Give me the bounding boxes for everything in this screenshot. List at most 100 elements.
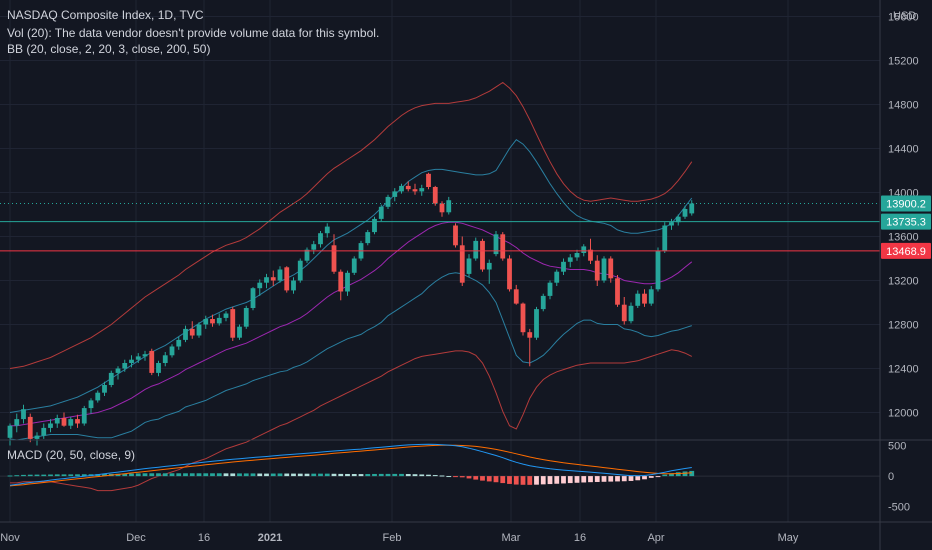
macd-histogram-bar <box>21 474 26 477</box>
macd-histogram-bar <box>527 476 533 485</box>
macd-histogram-bar <box>439 475 445 477</box>
macd-histogram-bar <box>675 472 681 477</box>
candle-body <box>540 295 546 310</box>
macd-histogram-bar <box>554 476 560 484</box>
macd-histogram-bar <box>426 474 431 477</box>
macd-histogram-bar <box>264 473 269 477</box>
candle-body <box>642 293 647 304</box>
macd-histogram-bar <box>648 476 654 478</box>
macd-histogram-bar <box>250 473 256 477</box>
candle-body <box>291 280 296 291</box>
macd-histogram-bar <box>594 476 600 482</box>
price-label-box <box>881 242 931 259</box>
candle-body <box>203 319 209 325</box>
chart-title[interactable]: NASDAQ Composite Index, 1D, TVC <box>7 8 204 22</box>
macd-histogram-bar <box>365 474 371 477</box>
candle-body <box>284 267 290 291</box>
candle-body <box>196 324 202 336</box>
macd-histogram-bar <box>412 474 418 477</box>
macd-histogram-bar <box>513 476 519 485</box>
time-tick-label: Mar <box>502 532 521 544</box>
price-tick-label: 13200 <box>888 276 919 288</box>
macd-tick-label: 500 <box>888 441 906 453</box>
time-tick-label: 2021 <box>258 532 282 544</box>
macd-histogram-bar <box>216 473 222 477</box>
macd-histogram-bar <box>669 473 674 477</box>
candle-body <box>351 258 357 273</box>
candle-body <box>439 203 445 213</box>
candle-body <box>473 240 479 259</box>
candle-body <box>547 282 553 296</box>
candle-body <box>655 250 661 290</box>
candle-body <box>608 258 614 279</box>
candle-body <box>270 277 276 281</box>
candle-body <box>41 427 47 436</box>
candle-body <box>156 363 161 373</box>
macd-histogram-bar <box>345 473 350 477</box>
candle-body <box>513 289 519 304</box>
candle-body <box>507 258 512 290</box>
macd-histogram-bar <box>237 473 242 477</box>
macd-histogram-bar <box>176 473 182 477</box>
macd-histogram-bar <box>358 474 364 477</box>
price-tick-label: 13600 <box>888 232 919 244</box>
macd-histogram-bar <box>466 476 472 479</box>
volume-legend[interactable]: Vol (20): The data vendor doesn't provid… <box>7 26 380 40</box>
macd-pane[interactable] <box>0 443 880 487</box>
macd-histogram-bar <box>102 474 107 477</box>
macd-histogram-bar <box>473 476 479 480</box>
candle-body <box>412 189 418 192</box>
candle-body <box>615 278 620 305</box>
price-tick-label: 12400 <box>888 364 919 376</box>
macd-histogram-bar <box>54 474 60 477</box>
macd-histogram-bar <box>372 473 377 477</box>
time-tick-label: 16 <box>198 532 210 544</box>
macd-histogram-bar <box>561 476 566 484</box>
price-label-text: 13900.2 <box>886 198 926 210</box>
macd-histogram-bar <box>547 476 553 485</box>
macd-histogram-bar <box>689 470 695 477</box>
candle-body <box>135 356 141 360</box>
candle-body <box>372 218 377 233</box>
macd-legend[interactable]: MACD (20, 50, close, 9) <box>7 448 136 462</box>
candle-body <box>95 392 101 401</box>
bb-lower-outer-line <box>10 349 693 492</box>
candle-body <box>34 435 40 439</box>
candle-body <box>210 319 215 324</box>
macd-histogram-bar <box>615 476 620 482</box>
candle-body <box>7 425 13 438</box>
macd-histogram-bar <box>156 473 161 477</box>
macd-histogram-bar <box>507 476 512 484</box>
macd-histogram-bar <box>520 476 526 485</box>
time-tick-label: Feb <box>383 532 402 544</box>
price-level-lines[interactable] <box>0 203 880 252</box>
candle-body <box>669 222 674 226</box>
macd-histogram-bar <box>608 476 614 482</box>
candle-body <box>68 419 74 426</box>
bb-lower-inner-line <box>9 272 692 441</box>
bollinger-legend[interactable]: BB (20, close, 2, 20, 3, close, 200, 50) <box>7 42 211 56</box>
macd-histogram-bar <box>459 476 465 478</box>
macd-histogram-bar <box>493 476 499 483</box>
candle-body <box>453 225 458 246</box>
macd-histogram-bar <box>122 473 128 477</box>
macd-histogram-bar <box>223 473 229 477</box>
candle-body <box>277 269 283 281</box>
bb-upper-inner-line <box>9 139 693 413</box>
macd-histogram-bar <box>588 476 593 483</box>
macd-histogram-bar <box>399 473 404 477</box>
candle-body <box>594 260 600 281</box>
candle-body <box>574 253 580 258</box>
candle-body <box>318 233 323 245</box>
candlestick-series[interactable] <box>7 172 695 446</box>
candle-body <box>399 185 404 192</box>
candle-body <box>102 385 107 393</box>
macd-histogram-bar <box>534 476 539 485</box>
candle-body <box>554 271 560 283</box>
macd-histogram-bar <box>162 473 168 477</box>
candle-body <box>223 313 229 318</box>
candle-body <box>331 245 337 272</box>
time-tick-label: Nov <box>0 532 20 544</box>
macd-histogram-bar <box>75 474 80 477</box>
